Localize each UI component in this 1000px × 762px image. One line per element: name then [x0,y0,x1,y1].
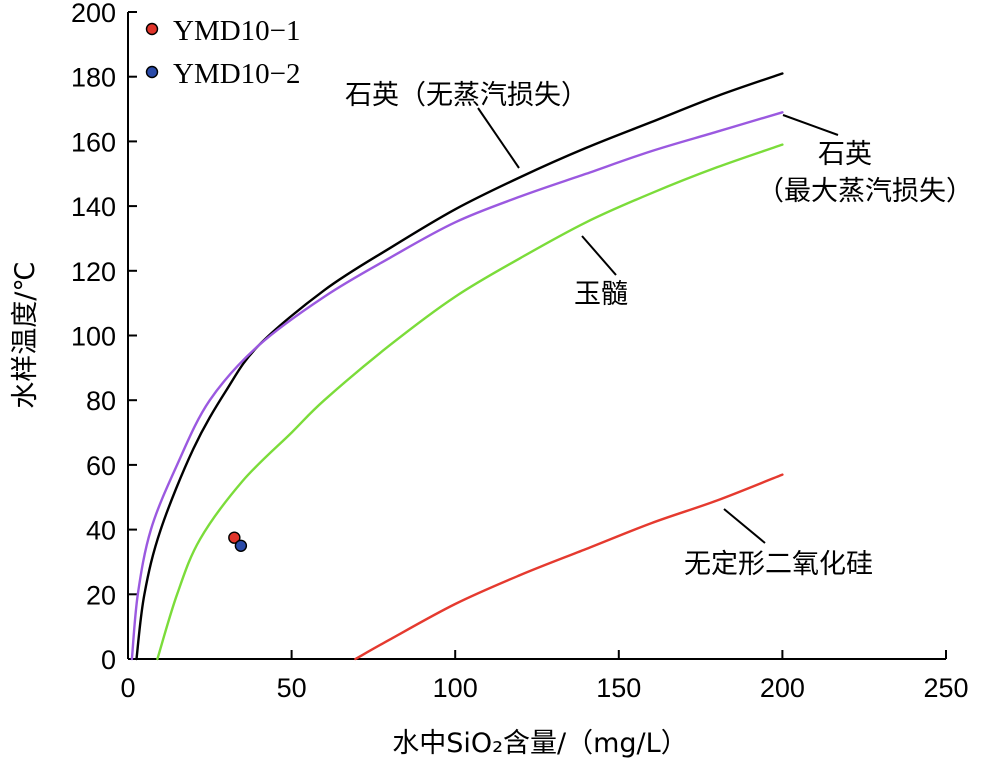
x-axis-title: 水中SiO₂含量/（mg/L） [392,728,687,759]
curve-quartz-no-steam-loss [135,72,784,661]
legend-label-ymd10-1: YMD10−1 [173,15,301,47]
y-tick-label: 0 [101,645,116,675]
leader-amorphous-silica [723,508,766,544]
y-tick-label: 40 [86,516,116,546]
x-tick-label: 0 [120,673,135,703]
y-tick-label: 160 [71,127,116,157]
data-point-ymd10-1 [228,531,241,544]
x-tick-label: 100 [433,673,478,703]
curve-amorphous-silica [354,473,784,661]
y-tick-label: 200 [71,0,116,28]
curves [130,72,784,661]
data-point-ymd10-2 [234,539,248,552]
legend: YMD10−1 YMD10−2 [145,15,301,90]
legend-label-ymd10-2: YMD10−2 [173,58,301,90]
curve-chalcedony [156,143,784,661]
annotations: 石英（无蒸汽损失） 石英 （最大蒸汽损失） 玉髓 无定形二氧化硅 [345,80,973,580]
y-tick-label: 180 [71,63,116,93]
y-tick-label: 140 [71,192,116,222]
annotation-quartz-no-steam-loss: 石英（无蒸汽损失） [345,80,588,111]
y-tick-label: 120 [71,257,116,287]
legend-marker-ymd10-2 [145,65,159,79]
curve-quartz-max-steam-loss [130,111,784,661]
leader-quartz-no-loss [477,107,520,169]
x-ticks: 0 50 100 150 200 250 [120,650,969,703]
legend-marker-ymd10-1 [145,22,159,36]
y-axis-title: 水样温度/℃ [10,261,41,408]
annotation-chalcedony: 玉髓 [574,279,628,310]
leader-chalcedony [581,235,617,276]
x-tick-label: 150 [596,673,641,703]
y-tick-label: 20 [86,580,116,610]
annotation-max-steam-loss: （最大蒸汽损失） [757,176,973,207]
y-ticks: 0 20 40 60 80 100 120 140 160 180 200 [71,0,137,675]
x-tick-label: 250 [923,673,968,703]
leader-quartz-max-loss [782,114,839,136]
y-tick-label: 80 [86,386,116,416]
data-points [228,531,248,552]
annotation-quartz: 石英 [818,139,872,170]
leader-lines [477,107,839,544]
y-tick-label: 100 [71,322,116,352]
x-tick-label: 200 [760,673,805,703]
y-tick-label: 60 [86,451,116,481]
x-tick-label: 50 [277,673,307,703]
annotation-amorphous-silica: 无定形二氧化硅 [684,549,873,580]
